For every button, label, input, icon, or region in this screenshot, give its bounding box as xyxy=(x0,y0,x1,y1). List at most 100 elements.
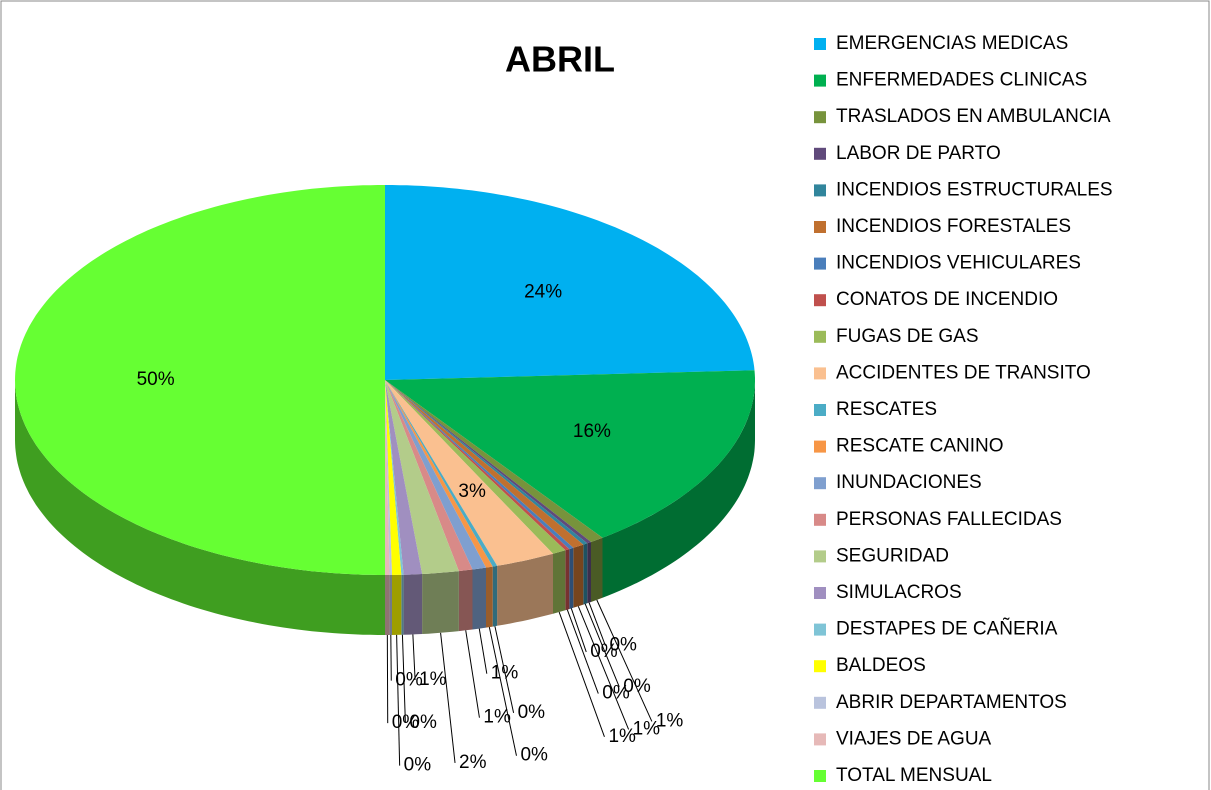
legend-label: DESTAPES DE CAÑERIA xyxy=(836,618,1058,640)
leader-line xyxy=(465,630,480,718)
slice xyxy=(385,380,392,575)
slice xyxy=(385,380,486,570)
data-label: 3% xyxy=(458,481,486,502)
legend-swatch xyxy=(814,184,826,197)
slice xyxy=(385,380,603,542)
slice-side xyxy=(587,542,591,604)
slice-side xyxy=(565,549,570,611)
legend-swatch xyxy=(814,660,826,673)
legend-swatch xyxy=(814,74,826,87)
slice-side xyxy=(497,553,553,626)
legend-label: ABRIR DEPARTAMENTOS xyxy=(836,692,1067,713)
data-label: 1% xyxy=(491,663,519,684)
legend-swatch xyxy=(814,111,826,124)
legend-label: RESCATES xyxy=(836,399,937,420)
legend-swatch xyxy=(814,147,826,160)
leader-line xyxy=(588,602,606,646)
slice xyxy=(385,380,591,544)
slice xyxy=(385,380,566,554)
slice-side xyxy=(401,574,404,635)
legend-label: LABOR DE PARTO xyxy=(836,143,1001,164)
leader-line xyxy=(488,626,517,756)
data-label: 1% xyxy=(419,669,447,690)
legend-label: VIAJES DE AGUA xyxy=(836,728,992,749)
slice-side xyxy=(553,550,566,614)
legend-label: PERSONAS FALLECIDAS xyxy=(836,509,1062,530)
slice xyxy=(15,185,385,575)
slice-side xyxy=(573,544,584,608)
legend-swatch xyxy=(814,330,826,343)
legend-label: INCENDIOS ESTRUCTURALES xyxy=(836,179,1113,200)
slice-side xyxy=(492,565,498,627)
legend-label: ENFERMEDADES CLINICAS xyxy=(836,70,1087,91)
slice-side xyxy=(392,574,402,635)
slice xyxy=(385,380,553,566)
leader-line xyxy=(570,608,587,653)
leader-line xyxy=(494,626,515,713)
legend-label: INCENDIOS FORESTALES xyxy=(836,216,1071,237)
legend-swatch xyxy=(814,550,826,563)
slice xyxy=(385,380,402,575)
legend-label: INCENDIOS VEHICULARES xyxy=(836,253,1081,274)
data-label: 0% xyxy=(520,745,548,766)
leader-line xyxy=(396,634,401,766)
slice xyxy=(385,380,459,574)
legend-swatch xyxy=(814,696,826,709)
slice-side xyxy=(583,543,588,605)
legend-swatch xyxy=(814,367,826,380)
slice xyxy=(385,380,473,572)
legend-swatch xyxy=(814,440,826,453)
slice-side xyxy=(602,380,755,598)
data-label: 50% xyxy=(137,369,175,390)
legend-swatch xyxy=(814,477,826,490)
data-label: 0% xyxy=(392,712,420,733)
slice xyxy=(385,380,574,550)
slice xyxy=(385,380,423,575)
legend-swatch xyxy=(814,587,826,599)
slice xyxy=(385,380,588,545)
legend-swatch xyxy=(814,294,826,307)
legend-label: ACCIDENTES DE TRANSITO xyxy=(836,362,1091,383)
legend-swatch xyxy=(814,404,826,416)
slice-side xyxy=(472,567,486,630)
legend-swatch xyxy=(814,221,826,233)
legend-swatch xyxy=(814,770,826,782)
data-label: 0% xyxy=(609,635,637,656)
slice-side xyxy=(569,547,574,610)
slice xyxy=(385,380,498,567)
legend-swatch xyxy=(814,38,826,50)
data-label: 0% xyxy=(518,702,546,723)
data-label: 24% xyxy=(524,281,562,302)
legend-label: SIMULACROS xyxy=(836,582,962,603)
leader-line xyxy=(478,628,488,674)
leader-line xyxy=(412,634,416,681)
data-label: 1% xyxy=(656,710,684,731)
leader-line xyxy=(558,611,605,737)
slice-side xyxy=(403,574,423,635)
data-label: 2% xyxy=(459,752,487,773)
leader-line xyxy=(566,609,599,694)
data-label: 0% xyxy=(623,676,651,697)
slice-side xyxy=(591,537,603,602)
legend-swatch xyxy=(814,733,826,746)
legend-label: EMERGENCIAS MEDICAS xyxy=(836,33,1068,54)
slice xyxy=(385,380,404,575)
legend-swatch xyxy=(814,513,826,526)
leader-line xyxy=(440,632,456,763)
slice xyxy=(385,380,390,575)
slice-side xyxy=(15,380,385,635)
slice xyxy=(385,380,584,548)
slice xyxy=(385,380,493,568)
slice xyxy=(385,370,755,538)
legend-label: TRASLADOS EN AMBULANCIA xyxy=(836,106,1111,127)
leader-line xyxy=(596,599,653,722)
legend-label: INUNDACIONES xyxy=(836,472,982,493)
data-label: 1% xyxy=(608,726,636,747)
slice-side xyxy=(389,575,392,635)
legend-label: RESCATE CANINO xyxy=(836,436,1004,457)
slice-side xyxy=(486,566,493,628)
leader-line xyxy=(584,603,620,688)
data-label: 0% xyxy=(602,683,630,704)
legend-label: BALDEOS xyxy=(836,655,926,676)
